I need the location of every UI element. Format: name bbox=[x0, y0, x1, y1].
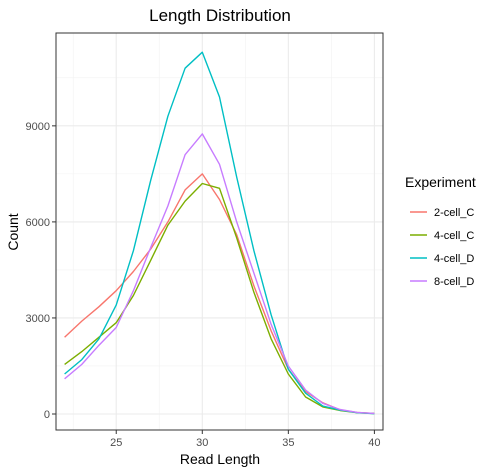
plot-panel-background bbox=[56, 33, 383, 430]
legend-label-8-cell-d: 8-cell_D bbox=[434, 276, 474, 288]
legend-title: Experiment bbox=[405, 174, 476, 190]
plot-area bbox=[55, 32, 384, 431]
x-tick-label: 35 bbox=[282, 437, 294, 449]
gridlines bbox=[56, 33, 383, 430]
y-tick-label: 6000 bbox=[26, 217, 50, 229]
legend-label-2-cell-c: 2-cell_C bbox=[434, 207, 474, 219]
series-line-8-cell-d bbox=[64, 133, 375, 415]
legend-items: 2-cell_C 4-cell_C 4-cell_D 8-cell_D bbox=[410, 207, 474, 288]
x-axis-title: Read Length bbox=[180, 451, 260, 467]
y-axis-title: Count bbox=[5, 213, 21, 250]
legend-label-4-cell-c: 4-cell_C bbox=[434, 230, 474, 242]
series-line-4-cell-d bbox=[64, 51, 375, 415]
x-tick-label: 25 bbox=[110, 437, 122, 449]
plot-panel-border bbox=[55, 32, 384, 431]
y-tick-label: 0 bbox=[44, 409, 50, 421]
series-line-4-cell-c bbox=[64, 182, 375, 415]
x-tick-label: 40 bbox=[368, 437, 380, 449]
chart-title: Length Distribution bbox=[149, 6, 291, 25]
x-axis: 25 30 35 40 bbox=[110, 430, 381, 449]
legend: Experiment 2-cell_C 4-cell_C 4-cell_D 8-cel… bbox=[405, 174, 476, 288]
y-tick-label: 3000 bbox=[26, 313, 50, 325]
series-lines bbox=[64, 51, 375, 415]
y-axis: 0 3000 6000 9000 bbox=[26, 121, 56, 421]
legend-label-4-cell-d: 4-cell_D bbox=[434, 253, 474, 265]
y-tick-label: 9000 bbox=[26, 121, 50, 133]
x-tick-label: 30 bbox=[196, 437, 208, 449]
